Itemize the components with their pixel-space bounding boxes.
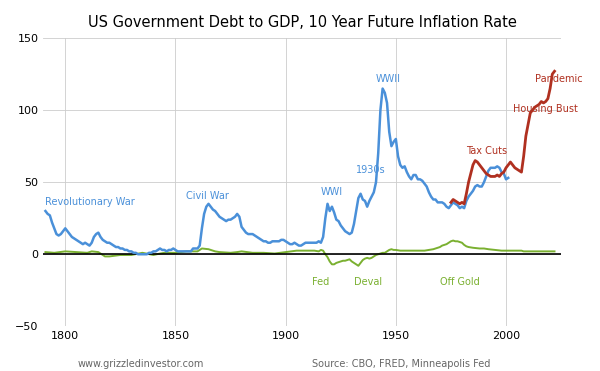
Text: Civil War: Civil War xyxy=(187,191,229,201)
Text: Pandemic: Pandemic xyxy=(535,74,582,84)
Text: Tax Cuts: Tax Cuts xyxy=(466,146,508,156)
Text: 1930s: 1930s xyxy=(356,165,386,175)
Text: Off Gold: Off Gold xyxy=(440,278,479,288)
Text: www.grizzledinvestor.com: www.grizzledinvestor.com xyxy=(78,359,205,369)
Text: Source: CBO, FRED, Minneapolis Fed: Source: CBO, FRED, Minneapolis Fed xyxy=(312,359,490,369)
Text: Revolutionary War: Revolutionary War xyxy=(46,197,135,207)
Text: Housing Bust: Housing Bust xyxy=(512,105,578,115)
Text: WWII: WWII xyxy=(376,74,401,84)
Text: WWI: WWI xyxy=(321,187,343,197)
Text: Deval: Deval xyxy=(354,278,382,288)
Text: Fed: Fed xyxy=(312,278,329,288)
Title: US Government Debt to GDP, 10 Year Future Inflation Rate: US Government Debt to GDP, 10 Year Futur… xyxy=(88,15,517,30)
